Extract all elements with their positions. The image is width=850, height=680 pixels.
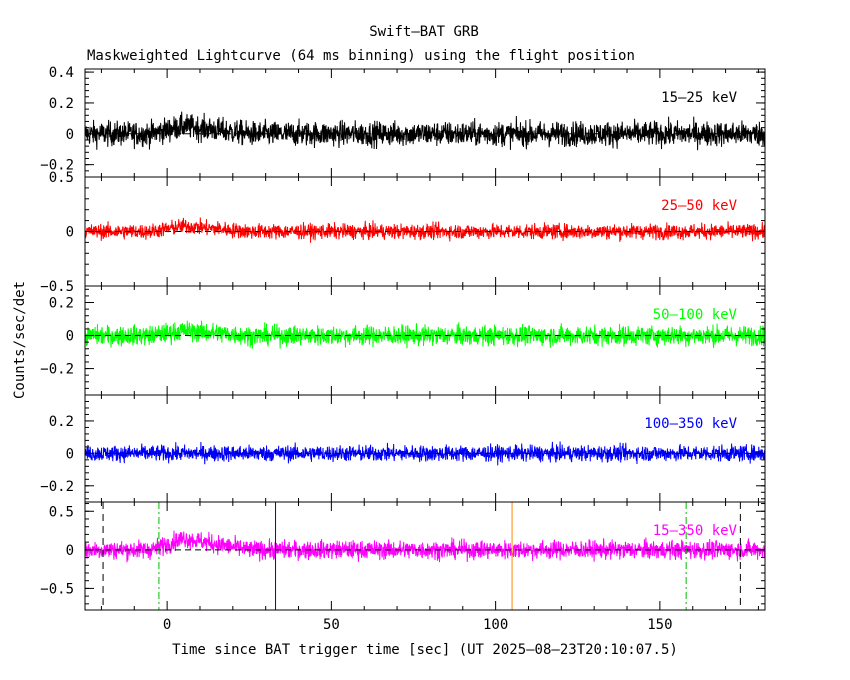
panel-2-ytick-label: 0 — [66, 225, 74, 241]
panel-3-band-label: 50–100 keV — [653, 307, 738, 323]
panel-5-ytick-label: −0.5 — [40, 581, 74, 597]
panel-2-series-line — [85, 217, 765, 243]
panel-2-band-label: 25–50 keV — [661, 198, 737, 214]
x-tick-label: 100 — [483, 617, 508, 633]
panel-4-band-label: 100–350 keV — [644, 416, 737, 432]
panel-1-ytick-label: 0.4 — [49, 65, 74, 81]
x-tick-label: 50 — [323, 617, 340, 633]
x-tick-label: 0 — [163, 617, 171, 633]
panel-2-ytick-label: 0.5 — [49, 170, 74, 186]
panels-group: 0.4 0.2 0 −0.2 15–25 keV 0.5 0 −0.5 25–50 keV 0.2… — [40, 65, 766, 633]
panel-3-frame — [84, 285, 766, 396]
panel-1-ytick-label: 0 — [66, 127, 74, 143]
panel-1-band-label: 15–25 keV — [661, 90, 737, 106]
chart-subtitle: Maskweighted Lightcurve (64 ms binning) … — [87, 48, 635, 64]
panel-1-ytick-label: −0.2 — [40, 158, 74, 174]
x-axis-label: Time since BAT trigger time [sec] (UT 20… — [172, 642, 678, 658]
y-axis-label: Counts/sec/det — [12, 281, 28, 399]
panel-5-frame — [84, 501, 766, 611]
panel-1-series-line — [85, 111, 765, 151]
panel-4-ytick-label: 0 — [66, 446, 74, 462]
panel-3-ytick-label: 0 — [66, 329, 74, 345]
panel-5-band-label: 15–350 keV — [653, 523, 738, 539]
panel-3-ytick-label: −0.2 — [40, 362, 74, 378]
panel-4-ytick-label: −0.2 — [40, 479, 74, 495]
panel-4-series-line — [85, 441, 765, 466]
panel-4-frame — [84, 394, 766, 503]
panel-5-ytick-label: 0.5 — [49, 504, 74, 520]
panel-5-series-line — [85, 530, 765, 563]
chart-title: Swift–BAT GRB — [369, 24, 479, 40]
panel-5-ytick-label: 0 — [66, 543, 74, 559]
x-tick-label: 150 — [647, 617, 672, 633]
panel-1-ytick-label: 0.2 — [49, 96, 74, 112]
panel-4-ytick-label: 0.2 — [49, 414, 74, 430]
panel-3-ytick-label: 0.2 — [49, 296, 74, 312]
panel-2-ytick-label: −0.5 — [40, 279, 74, 295]
panel-3-series-line — [85, 320, 765, 349]
